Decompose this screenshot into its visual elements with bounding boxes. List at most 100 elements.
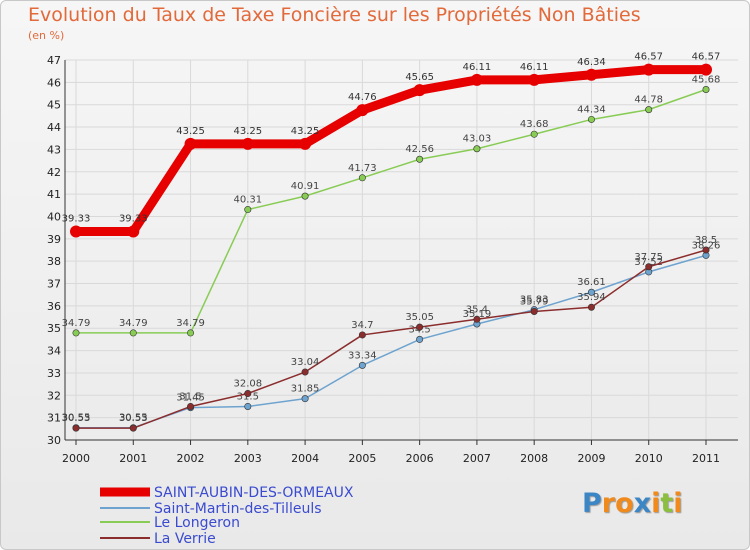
legend: SAINT-AUBIN-DES-ORMEAUXSaint-Martin-des-… [100, 485, 354, 547]
data-label: 30.55 [62, 413, 91, 424]
data-point [470, 73, 483, 86]
y-tick-label: 41 [47, 188, 61, 201]
x-tick-label: 2008 [520, 452, 548, 465]
data-label: 42.56 [405, 144, 434, 155]
data-point [416, 335, 424, 343]
y-tick-label: 46 [47, 76, 61, 89]
series-saint-aubin-des-ormeaux: 39.33 39.33 43.25 43.25 43.25 44.76 45.65 46.11… [62, 52, 721, 238]
legend-label: La Verrie [154, 531, 216, 547]
data-label: 43.25 [291, 126, 320, 137]
data-point [530, 307, 538, 315]
logo-letter: o [615, 488, 634, 519]
data-label: 31.5 [179, 391, 201, 402]
data-label: 39.33 [119, 213, 148, 224]
data-label: 31.45 [176, 393, 205, 404]
y-tick-label: 40 [47, 210, 61, 223]
data-label: 43.03 [463, 134, 492, 145]
y-tick-label: 30 [47, 434, 61, 447]
logo-letter: P [582, 488, 602, 519]
data-label: 41.73 [348, 163, 377, 174]
legend-label: Saint-Martin-des-Tilleuls [154, 501, 322, 517]
data-label: 46.57 [634, 52, 663, 63]
data-label: 46.34 [577, 57, 606, 68]
data-label: 46.11 [463, 62, 492, 73]
x-tick-label: 2009 [577, 452, 605, 465]
data-point [129, 424, 137, 432]
legend-label: Le Longeron [154, 515, 240, 531]
data-point [301, 395, 309, 403]
data-label: 30.53 [62, 413, 91, 424]
data-label: 45.68 [692, 75, 721, 86]
data-point [358, 174, 366, 182]
data-point [587, 288, 595, 296]
data-label: 34.79 [176, 318, 205, 329]
data-point [301, 192, 309, 200]
data-point [585, 68, 598, 81]
data-label: 43.25 [176, 126, 205, 137]
data-point [301, 368, 309, 376]
series-saint-martin-des-tilleuls: 30.5530.5531.4531.531.8533.3434.535.1935… [62, 240, 720, 432]
data-label: 43.25 [233, 126, 262, 137]
data-label: 32.08 [233, 379, 262, 390]
data-label: 33.04 [291, 357, 320, 368]
data-label: 37.52 [634, 257, 663, 268]
data-point [473, 315, 481, 323]
data-point [356, 104, 369, 117]
data-label: 40.91 [291, 181, 320, 192]
data-label: 44.78 [634, 95, 663, 106]
data-point [642, 63, 655, 76]
logo-letter: r [601, 488, 616, 519]
data-point [244, 390, 252, 398]
data-label: 35.4 [466, 304, 488, 315]
data-point [129, 329, 137, 337]
data-point [184, 137, 197, 150]
data-point [528, 73, 541, 86]
data-label: 38.5 [695, 235, 717, 246]
data-label: 34.79 [62, 318, 91, 329]
x-tick-label: 2011 [692, 452, 720, 465]
data-label: 34.7 [351, 320, 373, 331]
data-label: 39.33 [62, 213, 91, 224]
logo-letter: t [660, 488, 674, 519]
proxiti-logo: Proxiti [582, 488, 683, 519]
data-point [358, 361, 366, 369]
data-label: 44.76 [348, 92, 377, 103]
logo-letter: i [651, 488, 661, 519]
y-tick-label: 45 [47, 99, 61, 112]
logo-letter: x [633, 488, 652, 519]
data-label: 46.57 [692, 52, 721, 63]
series-le-longeron: 34.79 34.79 34.79 40.31 40.91 41.73 42.56 43.03… [62, 75, 721, 337]
data-label: 43.68 [520, 119, 549, 130]
y-tick-label: 38 [47, 255, 61, 268]
data-point [702, 86, 710, 94]
data-point [416, 155, 424, 163]
series-line [75, 88, 707, 334]
data-label: 31.85 [291, 384, 320, 395]
data-label: 35.83 [520, 295, 549, 306]
legend-label: SAINT-AUBIN-DES-ORMEAUX [154, 485, 354, 501]
data-point [244, 206, 252, 214]
logo-letter: i [673, 488, 683, 519]
data-label: 35.79 [520, 296, 549, 307]
data-label: 45.65 [405, 72, 434, 83]
data-label: 30.53 [119, 413, 148, 424]
chart-title: Evolution du Taux de Taxe Foncière sur l… [28, 4, 641, 26]
y-tick-label: 33 [47, 367, 61, 380]
data-point [587, 115, 595, 123]
x-tick-label: 2010 [635, 452, 663, 465]
data-point [70, 225, 82, 238]
x-tick-label: 2000 [62, 452, 90, 465]
series-line [71, 65, 711, 236]
data-point [416, 323, 424, 331]
x-tick-label: 2003 [234, 452, 262, 465]
data-point [241, 137, 254, 150]
data-point [413, 84, 426, 97]
y-tick-label: 47 [47, 54, 61, 67]
data-point [587, 303, 595, 311]
x-tick-label: 2005 [348, 452, 376, 465]
data-point [645, 106, 653, 114]
data-label: 36.61 [577, 277, 606, 288]
y-tick-label: 36 [47, 300, 61, 313]
y-tick-label: 34 [47, 345, 61, 358]
